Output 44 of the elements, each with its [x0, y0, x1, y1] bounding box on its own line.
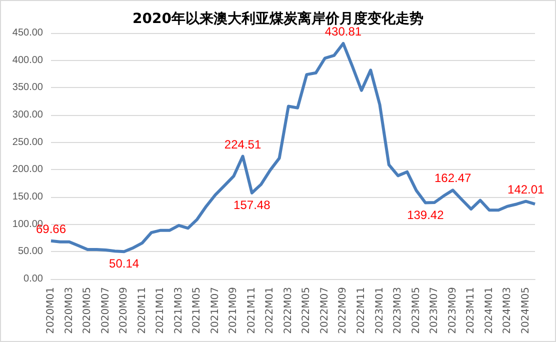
y-tick-label: 250.00 — [12, 136, 44, 148]
y-tick-label: 0.00 — [24, 274, 44, 284]
x-tick-label: 2022M09 — [338, 287, 349, 334]
x-tick-label: 2020M03 — [64, 287, 75, 334]
x-tick-label: 2023M01 — [374, 287, 386, 334]
x-tick-label: 2022M11 — [356, 287, 367, 334]
data-label: 139.42 — [407, 208, 444, 222]
y-tick-label: 150.00 — [12, 192, 44, 202]
x-tick-label: 2023M07 — [429, 287, 440, 334]
data-label: 430.81 — [324, 24, 362, 38]
chart-title: 2020年以来澳大利亚煤炭离岸价月度变化走势 — [132, 10, 424, 27]
x-tick-label: 2024M03 — [502, 287, 514, 334]
x-tick-label: 2022M07 — [319, 287, 330, 334]
x-tick-label: 2020M11 — [136, 287, 148, 334]
y-tick-label: 300.00 — [12, 110, 44, 120]
x-tick-label: 2024M05 — [520, 287, 532, 334]
y-tick-label: 350.00 — [12, 82, 44, 94]
x-tick-label: 2022M03 — [282, 287, 294, 334]
y-tick-label: 400.00 — [12, 54, 44, 66]
x-tick-label: 2021M05 — [192, 287, 203, 334]
x-tick-label: 2021M07 — [210, 287, 221, 334]
x-tick-label: 2020M09 — [118, 287, 130, 334]
data-label: 157.48 — [234, 198, 271, 212]
x-tick-label: 2022M01 — [264, 287, 276, 334]
data-label: 162.47 — [434, 171, 472, 186]
x-tick-label: 2020M07 — [100, 287, 112, 334]
data-label: 224.51 — [224, 137, 262, 152]
data-label: 50.14 — [109, 256, 140, 271]
x-tick-label: 2021M09 — [228, 287, 240, 334]
y-tick-label: 200.00 — [12, 164, 44, 176]
x-tick-label: 2021M01 — [155, 287, 166, 334]
x-tick-label: 2023M09 — [447, 287, 458, 334]
x-tick-label: 2023M05 — [410, 287, 422, 334]
y-tick-label: 450.00 — [12, 28, 44, 38]
data-label: 142.01 — [508, 182, 545, 196]
x-tick-label: 2021M11 — [246, 287, 258, 334]
x-tick-label: 2020M05 — [82, 287, 94, 334]
x-tick-label: 2021M03 — [173, 287, 184, 334]
x-tick-label: 2023M11 — [466, 287, 477, 334]
x-tick-label: 2022M05 — [301, 287, 312, 334]
x-tick-label: 2024M01 — [484, 287, 495, 334]
x-tick-label: 2020M01 — [46, 287, 56, 334]
y-tick-label: 50.00 — [18, 246, 44, 258]
x-tick-label: 2023M03 — [392, 287, 404, 334]
